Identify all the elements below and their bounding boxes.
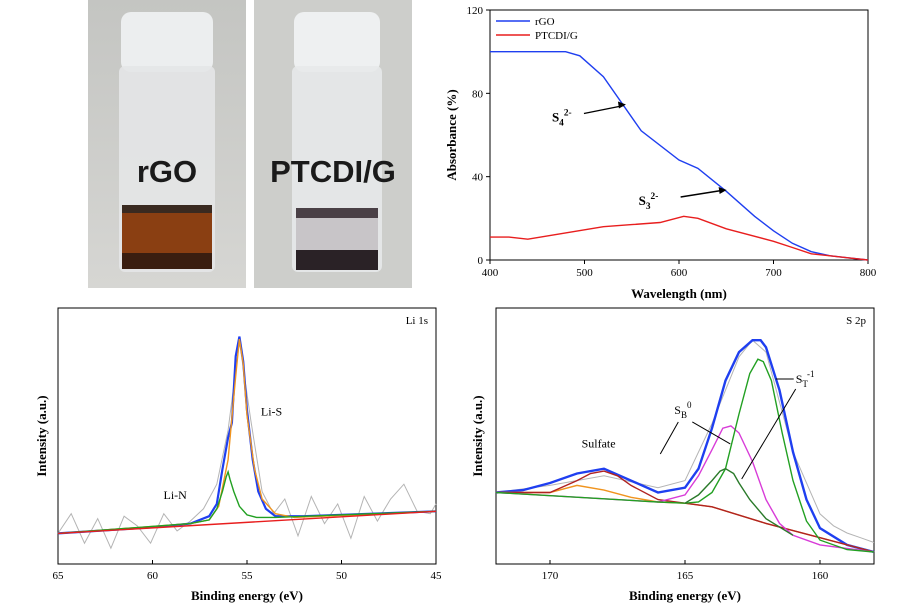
vial-ptcdi-drawing [254, 0, 412, 288]
x-tick-label: 170 [542, 570, 559, 582]
arrow-s4 [583, 104, 625, 115]
annotation-s3: S32- [639, 192, 659, 212]
x-tick-label: 400 [482, 267, 499, 279]
vial-photo-ptcdi: PTCDI/G [254, 0, 412, 288]
arrow-st-2 [741, 388, 797, 480]
liquid-rim [296, 208, 378, 218]
series-line-raw [495, 339, 875, 543]
vial-cap [121, 12, 213, 72]
arrowhead-s3 [718, 187, 727, 194]
vial-label-rgo: rGO [136, 154, 198, 189]
series-line-S_B-2 [684, 467, 794, 536]
vial-photo-rgo: rGO [88, 0, 246, 288]
vial-rgo-drawing [88, 0, 246, 288]
y-axis-label: Intensity (a.u.) [470, 395, 485, 476]
series-line-fit [57, 336, 437, 535]
li1s-chart: 65 60 55 50 45 Binding energy (eV) Intensity (… [34, 307, 443, 603]
series-line-S_T [495, 358, 875, 553]
x-tick-label: 165 [677, 570, 694, 582]
plot-frame [495, 307, 875, 565]
x-tick-label: 500 [576, 267, 593, 279]
series-line-Sulfate-2 [496, 470, 875, 553]
plot-frame [57, 307, 437, 565]
series-line-Li-S [57, 338, 437, 535]
x-tick-label: 55 [242, 570, 254, 582]
annotation-st: ST-1 [796, 369, 815, 389]
panel-label: S 2p [846, 315, 866, 327]
liquid-ptcdi [296, 218, 378, 250]
y-axis-label: Intensity (a.u.) [34, 395, 49, 476]
x-axis-label: Wavelength (nm) [631, 286, 727, 301]
y-tick-label: 80 [472, 88, 484, 100]
panel-label: Li 1s [406, 315, 428, 327]
x-tick-label: 160 [812, 570, 829, 582]
vial-label-ptcdi: PTCDI/G [270, 154, 396, 189]
x-tick-label: 800 [860, 267, 877, 279]
annotation-sulfate: Sulfate [582, 436, 616, 450]
series-line-baseline [57, 510, 437, 535]
series-line-Li-N [57, 469, 437, 535]
x-tick-label: 700 [765, 267, 782, 279]
series-line-S_B [495, 425, 875, 553]
x-tick-label: 50 [336, 570, 348, 582]
legend-label: PTCDI/G [535, 30, 578, 42]
liquid-bottom [296, 250, 378, 270]
y-axis-label: Absorbance (%) [444, 89, 459, 180]
x-tick-label: 600 [671, 267, 688, 279]
x-tick-label: 60 [147, 570, 159, 582]
y-tick-label: 0 [478, 255, 484, 267]
x-tick-label: 65 [53, 570, 65, 582]
annotation-Li-S: Li-S [261, 404, 282, 418]
series-line-raw [57, 341, 437, 550]
annotation-s4: S42- [552, 109, 572, 129]
vial-cap [294, 12, 380, 72]
y-tick-label: 40 [472, 172, 484, 184]
legend-label: rGO [535, 16, 555, 28]
y-tick-label: 120 [467, 5, 484, 17]
arrow-s3 [680, 189, 725, 198]
series-line-fit [495, 339, 875, 554]
liquid-rim [122, 205, 212, 213]
liquid-bottom [122, 253, 212, 269]
arrow-sb [659, 421, 679, 455]
s2p-chart: 170 165 160 Binding energy (eV) Intensity (a… [470, 307, 875, 603]
plot-frame [489, 9, 869, 261]
liquid-rgo [122, 213, 212, 253]
annotation-sb: SB0 [674, 400, 692, 420]
arrow-sb-2 [692, 421, 731, 445]
x-axis-label: Binding energy (eV) [629, 588, 741, 603]
series-line-rGO [490, 51, 869, 261]
series-line-PTCDI/G [490, 215, 869, 261]
annotation-Li-N: Li-N [164, 488, 188, 502]
absorbance-chart: 400 500 600 700 800 0 40 80 120 Wavelength (nm) Ab… [444, 5, 877, 301]
x-tick-label: 45 [431, 570, 443, 582]
arrowhead-s4 [617, 101, 626, 109]
x-axis-label: Binding energy (eV) [191, 588, 303, 603]
